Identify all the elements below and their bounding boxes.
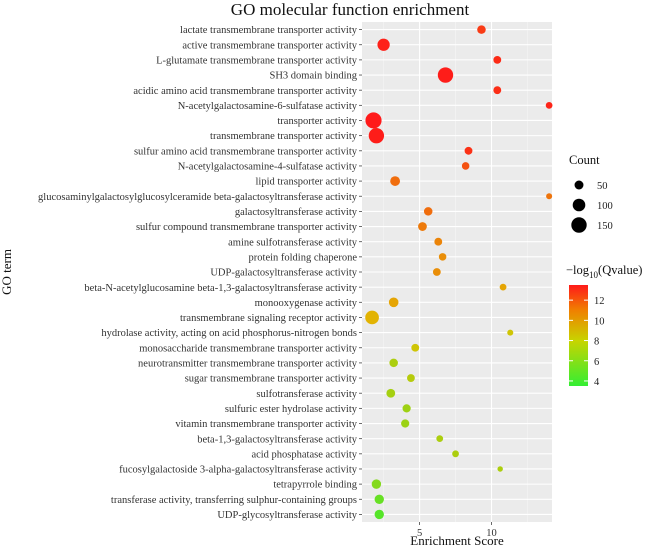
y-tick-label: sulfur amino acid transmembrane transpor… (134, 146, 358, 157)
data-point (493, 86, 502, 95)
y-tick-label: transferase activity, transferring sulph… (111, 495, 357, 506)
data-point (374, 509, 384, 520)
data-point (386, 388, 396, 398)
y-tick-label: UDP-galactosyltransferase activity (210, 268, 357, 279)
y-tick-label: beta-N-acetylglucosamine beta-1,3-galact… (84, 283, 357, 294)
data-point (432, 268, 441, 276)
data-point (436, 435, 444, 443)
y-tick-label: UDP-glycosyltransferase activity (217, 510, 357, 521)
size-legend-key (572, 198, 586, 212)
data-point (401, 419, 410, 428)
data-point (493, 55, 502, 64)
x-tick-label: 10 (486, 528, 497, 539)
y-tick-label: sulfotransferase activity (256, 389, 357, 400)
y-tick-label: acidic amino acid transmembrane transpor… (133, 86, 357, 97)
y-tick-label: sugar transmembrane transporter activity (185, 374, 358, 385)
data-point (418, 222, 427, 231)
y-tick-label: sulfuric ester hydrolase activity (225, 404, 358, 415)
y-tick-label: SH3 domain binding (269, 71, 357, 82)
data-point (507, 329, 514, 336)
y-axis-labels: lactate transmembrane transporter activi… (38, 25, 362, 521)
data-point (365, 112, 382, 129)
gridlines (362, 22, 552, 522)
data-point (377, 38, 390, 51)
data-point (411, 343, 420, 352)
y-tick-label: lactate transmembrane transporter activi… (180, 25, 358, 36)
color-legend-title-sub: 10 (589, 270, 599, 280)
y-tick-label: galactosyltransferase activity (235, 207, 358, 218)
y-tick-label: L-glutamate transmembrane transporter ac… (156, 55, 358, 66)
data-point (374, 494, 384, 504)
chart-title: GO molecular function enrichment (231, 0, 470, 19)
data-point (365, 310, 379, 325)
y-tick-label: beta-1,3-galactosyltransferase activity (197, 434, 358, 445)
data-point (464, 146, 473, 155)
color-legend-label: 8 (594, 337, 599, 348)
color-legend-label: 4 (594, 377, 600, 388)
data-point (434, 237, 443, 246)
y-tick-label: amine sulfotransferase activity (228, 237, 358, 248)
size-legend-label: 100 (597, 201, 613, 212)
y-tick-label: transporter activity (277, 116, 357, 127)
data-point (461, 162, 470, 170)
y-tick-label: tetrapyrrole binding (273, 480, 357, 491)
data-point (423, 207, 433, 216)
color-legend-title-suffix: (Qvalue) (598, 263, 642, 277)
y-tick-label: active transmembrane transporter activit… (182, 40, 357, 51)
y-tick-label: transmembrane signaling receptor activit… (180, 313, 358, 324)
size-legend: Count 50 100 150 (569, 153, 613, 233)
y-tick-label: hydrolase activity, acting on acid phosp… (101, 328, 357, 339)
x-tick-label: 5 (417, 528, 422, 539)
x-axis-ticks: 5 10 (417, 522, 497, 539)
y-tick-label: N-acetylgalactosamine-6-sulfatase activi… (178, 101, 358, 112)
data-point (438, 253, 447, 261)
data-point (499, 283, 507, 291)
y-tick-label: fucosylgalactoside 3-alpha-galactosyltra… (119, 465, 358, 476)
y-tick-label: N-acetylgalactosamine-4-sulfatase activi… (178, 162, 358, 173)
y-tick-label: vitamin transmembrane transporter activi… (175, 419, 357, 430)
size-legend-label: 150 (597, 221, 613, 232)
data-point (371, 479, 382, 489)
data-point (497, 466, 503, 472)
size-legend-key (574, 180, 584, 190)
data-point (452, 450, 459, 458)
size-legend-label: 50 (597, 181, 608, 192)
data-point (437, 67, 454, 83)
data-points (365, 25, 553, 520)
y-tick-label: monosaccharide transmembrane transporter… (139, 343, 358, 354)
x-axis-title: Enrichment Score (410, 533, 504, 548)
data-point (477, 25, 486, 34)
data-point (407, 374, 415, 382)
data-point (388, 297, 399, 308)
color-legend-label: 12 (594, 296, 605, 307)
data-point (390, 176, 401, 186)
color-legend-title: −log10(Qvalue) (566, 263, 642, 280)
color-legend-bar (569, 285, 588, 386)
color-legend-title-prefix: −log (566, 263, 590, 277)
y-tick-label: monooxygenase activity (255, 298, 358, 309)
y-tick-label: glucosaminylgalactosylglucosylceramide b… (38, 192, 358, 203)
y-tick-label: neurotransmitter transmembrane transport… (138, 359, 358, 370)
y-tick-label: protein folding chaperone (249, 252, 358, 263)
y-tick-label: transmembrane transporter activity (210, 131, 358, 142)
y-tick-label: sulfur compound transmembrane transporte… (136, 222, 358, 233)
size-legend-key (571, 217, 587, 233)
y-tick-label: lipid transporter activity (256, 177, 358, 188)
data-point (402, 404, 411, 413)
color-legend-label: 6 (594, 357, 599, 368)
data-point (368, 127, 385, 144)
data-point (546, 193, 553, 200)
data-point (389, 358, 398, 368)
y-axis-title: GO term (0, 249, 14, 295)
y-tick-label: acid phosphatase activity (251, 449, 357, 460)
data-point (545, 101, 553, 109)
size-legend-title: Count (569, 153, 600, 167)
color-legend-label: 10 (594, 316, 605, 327)
